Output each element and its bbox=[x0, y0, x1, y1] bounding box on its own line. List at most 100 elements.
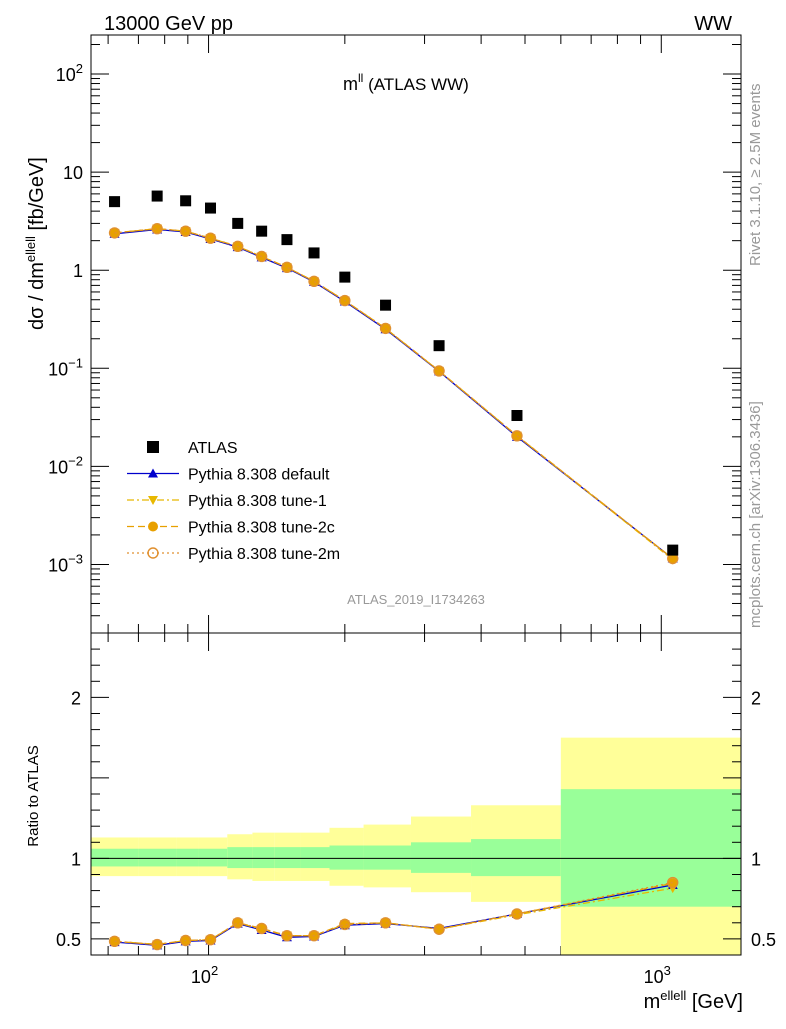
atlas-point bbox=[380, 299, 392, 311]
series-point-ratio bbox=[308, 929, 320, 942]
x-tick-label-exp: 3 bbox=[664, 963, 671, 978]
series-point-ratio bbox=[256, 923, 267, 934]
series-point-top bbox=[433, 365, 445, 377]
legend-marker bbox=[148, 468, 158, 478]
series-point-ratio bbox=[152, 939, 163, 950]
top-title-main: m bbox=[343, 74, 358, 94]
atlas-point bbox=[151, 190, 163, 202]
mcplots-info: mcplots.cern.ch [arXiv:1306.3436] bbox=[747, 401, 764, 628]
series-point-top bbox=[379, 322, 392, 335]
header-right: WW bbox=[694, 13, 732, 35]
top-data-marks bbox=[108, 190, 679, 565]
ratio-y-tick-label-right: 1 bbox=[751, 849, 761, 869]
series-point-ratio bbox=[255, 922, 268, 935]
atlas-point bbox=[339, 271, 351, 283]
ratio-band-green bbox=[138, 848, 177, 867]
top-title-sup: ll bbox=[358, 71, 363, 85]
legend-marker bbox=[147, 547, 159, 559]
series-point-top bbox=[205, 233, 216, 244]
ratio-band-green bbox=[227, 847, 253, 869]
series-point-top bbox=[152, 223, 163, 234]
analysis-watermark: ATLAS_2019_I1734263 bbox=[347, 592, 485, 607]
top-y-tick-label-exp: −1 bbox=[68, 355, 83, 370]
legend-label: Pythia 8.308 tune-1 bbox=[188, 493, 327, 510]
series-point-top bbox=[232, 240, 244, 253]
ratio-band-green bbox=[91, 848, 139, 867]
top-y-tick-label-base: 10 bbox=[56, 65, 76, 85]
x-label-sup: ellell bbox=[660, 988, 686, 1003]
top-y-tick-label-base: 1 bbox=[73, 261, 83, 281]
series-point-ratio bbox=[339, 918, 351, 931]
ratio-band-green bbox=[300, 847, 330, 869]
legend-label: Pythia 8.308 tune-2c bbox=[188, 520, 335, 537]
ratio-band-green bbox=[274, 847, 301, 869]
series-point-ratio bbox=[232, 917, 243, 928]
top-ylabel-sup: ellell bbox=[23, 236, 38, 262]
top-ylabel: dσ / dmellell [fb/GeV] bbox=[23, 157, 48, 330]
series-point-top bbox=[151, 222, 163, 235]
legend-label: Pythia 8.308 default bbox=[188, 467, 330, 484]
series-point-ratio bbox=[109, 936, 120, 947]
series-point-ratio bbox=[667, 876, 679, 889]
top-y-tick-label-exp: 2 bbox=[76, 61, 83, 76]
series-point-ratio bbox=[108, 935, 121, 948]
top-frame bbox=[90, 34, 742, 634]
atlas-point bbox=[205, 202, 217, 214]
legend-marker bbox=[148, 521, 158, 532]
x-tick-label-base: 10 bbox=[191, 967, 211, 987]
top-y-tick-label: 102 bbox=[56, 61, 83, 85]
ratio-band-green bbox=[471, 839, 561, 877]
series-point-top bbox=[108, 227, 121, 239]
ratio-y-tick-label: 2 bbox=[71, 688, 81, 708]
ratio-band-green bbox=[410, 842, 472, 873]
top-title: mll (ATLAS WW) bbox=[343, 71, 469, 94]
legend-marker bbox=[147, 441, 159, 453]
top-y-tick-label-exp: −3 bbox=[68, 551, 83, 566]
ratio-ylabel: Ratio to ATLAS bbox=[25, 745, 42, 846]
ratio-y-tick-label-right: 0.5 bbox=[751, 930, 776, 950]
series-point-top bbox=[309, 276, 320, 287]
ratio-band-green bbox=[329, 845, 364, 870]
top-y-tick-label-base: 10 bbox=[48, 359, 68, 379]
ratio-band-green bbox=[363, 845, 411, 870]
atlas-point bbox=[232, 217, 244, 229]
series-point-top bbox=[339, 294, 351, 307]
series-point-ratio bbox=[281, 930, 292, 941]
top-y-tick-label: 10−2 bbox=[48, 453, 83, 477]
x-tick-label: 102 bbox=[191, 963, 218, 987]
atlas-point bbox=[511, 410, 523, 422]
atlas-point bbox=[109, 196, 121, 208]
atlas-point bbox=[308, 247, 320, 259]
legend-label: ATLAS bbox=[188, 440, 238, 457]
ratio-y-tick-label: 0.5 bbox=[56, 930, 81, 950]
series-point-ratio bbox=[434, 924, 445, 935]
series-line-ratio bbox=[114, 881, 673, 946]
series-point-ratio bbox=[281, 929, 293, 942]
series-point-top bbox=[281, 261, 293, 274]
series-point-top bbox=[667, 553, 678, 564]
x-label-unit: [GeV] bbox=[686, 991, 743, 1013]
ratio-band-green bbox=[198, 848, 228, 867]
top-y-tick-label: 10−1 bbox=[48, 355, 83, 379]
top-title-rest: (ATLAS WW) bbox=[363, 75, 468, 94]
series-point-top bbox=[204, 232, 217, 244]
series-point-ratio bbox=[232, 917, 244, 929]
series-point-ratio bbox=[511, 908, 523, 920]
top-ylabel-unit: [fb/GeV] bbox=[26, 157, 48, 236]
series-point-ratio bbox=[380, 917, 391, 928]
ratio-data-marks bbox=[108, 876, 679, 951]
legend-marker bbox=[148, 496, 158, 505]
series-point-ratio bbox=[511, 908, 522, 919]
x-tick-label: 103 bbox=[644, 963, 671, 987]
series-point-top bbox=[179, 225, 192, 237]
series-point-top bbox=[281, 262, 292, 273]
top-y-tick-label-exp: −2 bbox=[68, 453, 83, 468]
x-axis-label: mellell [GeV] bbox=[644, 988, 743, 1013]
x-tick-label-exp: 2 bbox=[211, 963, 218, 978]
series-point-top bbox=[511, 430, 523, 442]
legend-label: Pythia 8.308 tune-2m bbox=[188, 546, 340, 563]
